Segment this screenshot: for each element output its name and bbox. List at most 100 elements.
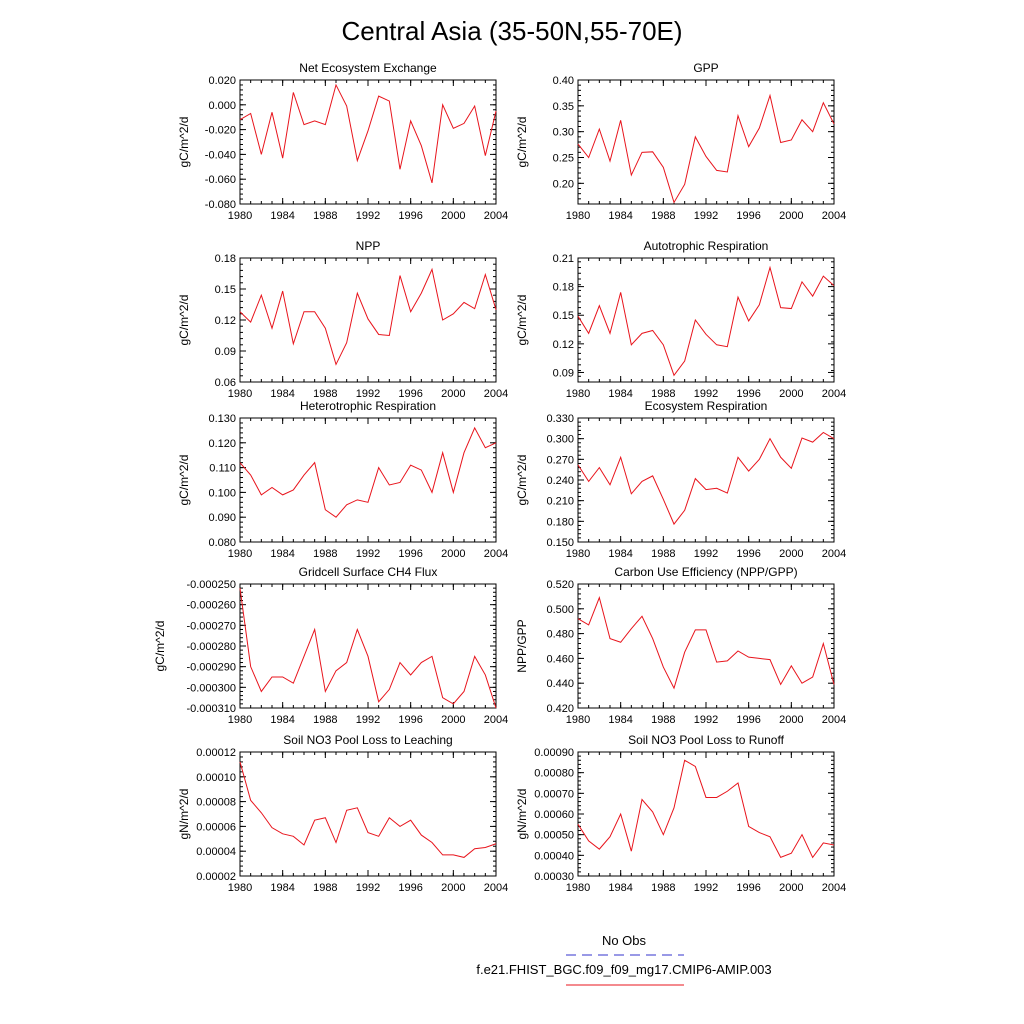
x-tick-label: 2004 xyxy=(822,714,846,726)
x-tick-label: 1980 xyxy=(228,548,252,560)
x-tick-label: 2004 xyxy=(484,210,508,222)
y-tick-label: 0.12 xyxy=(553,339,574,351)
series-line xyxy=(239,426,497,518)
plot-frame xyxy=(239,257,497,383)
x-tick-label: 1980 xyxy=(566,714,590,726)
x-tick-label: 1988 xyxy=(313,548,337,560)
x-tick-label: 1996 xyxy=(736,548,760,560)
x-tick-label: 1988 xyxy=(313,714,337,726)
y-tick-label: 0.130 xyxy=(208,413,236,425)
chart-panel: Ecosystem Respiration 1980 1984 1988 1992 199… xyxy=(515,399,846,560)
y-tick-label: 0.15 xyxy=(215,284,236,296)
plot-frame xyxy=(239,79,497,205)
y-tick-label: 0.09 xyxy=(553,367,574,379)
y-tick-label: 0.500 xyxy=(546,604,574,616)
x-tick-label: 2004 xyxy=(484,714,508,726)
chart-panel: Heterotrophic Respiration 1980 1984 1988 199… xyxy=(177,399,508,560)
legend-entry-label-no-obs: No Obs xyxy=(602,933,647,948)
x-tick-label: 1988 xyxy=(651,388,675,400)
x-tick-label: 1996 xyxy=(736,882,760,894)
y-tick-label: 0.420 xyxy=(546,703,574,715)
x-tick-label: 2004 xyxy=(822,548,846,560)
chart-title: Net Ecosystem Exchange xyxy=(299,61,437,75)
y-tick-label: -0.000270 xyxy=(186,620,236,632)
y-tick-label: 0.06 xyxy=(215,377,236,389)
y-tick-label: 0.00006 xyxy=(196,821,236,833)
y-tick-label: 0.00070 xyxy=(534,788,574,800)
y-tick-label: 0.080 xyxy=(208,537,236,549)
chart-panel: NPP 1980 1984 1988 1992 1996 2000 2004 0.06 0.09 0… xyxy=(177,239,508,400)
x-tick-label: 1988 xyxy=(313,882,337,894)
y-axis-label: gC/m^2/d xyxy=(177,117,191,168)
chart-title: GPP xyxy=(693,61,718,75)
y-tick-label: -0.000290 xyxy=(186,662,236,674)
plot-frame xyxy=(239,583,497,709)
y-tick-label: -0.000260 xyxy=(186,600,236,612)
y-tick-label: 0.330 xyxy=(546,413,574,425)
x-tick-label: 1988 xyxy=(651,714,675,726)
chart-title: Soil NO3 Pool Loss to Runoff xyxy=(628,733,785,747)
x-tick-label: 1988 xyxy=(651,882,675,894)
y-tick-label: 0.30 xyxy=(553,127,574,139)
series-line xyxy=(577,759,835,859)
y-axis-label: gC/m^2/d xyxy=(177,295,191,346)
x-tick-label: 2000 xyxy=(441,548,465,560)
x-tick-label: 1996 xyxy=(736,388,760,400)
y-tick-label: 0.520 xyxy=(546,579,574,591)
plot-frame xyxy=(239,417,497,543)
y-tick-label: -0.040 xyxy=(205,149,236,161)
series-line xyxy=(239,83,497,184)
x-tick-label: 1984 xyxy=(608,882,632,894)
y-axis-label: gN/m^2/d xyxy=(177,789,191,840)
x-tick-label: 1984 xyxy=(608,388,632,400)
x-tick-label: 2004 xyxy=(822,210,846,222)
x-tick-label: 1980 xyxy=(566,210,590,222)
x-tick-label: 1996 xyxy=(736,210,760,222)
y-tick-label: 0.18 xyxy=(215,253,236,265)
y-tick-label: 0.00090 xyxy=(534,747,574,759)
chart-title: Heterotrophic Respiration xyxy=(300,399,436,413)
x-tick-label: 2000 xyxy=(441,388,465,400)
x-tick-label: 2000 xyxy=(441,714,465,726)
y-tick-label: 0.460 xyxy=(546,653,574,665)
y-tick-label: 0.300 xyxy=(546,434,574,446)
x-tick-label: 2000 xyxy=(779,210,803,222)
chart-panel: Soil NO3 Pool Loss to Runoff 1980 1984 1988… xyxy=(515,733,846,894)
y-axis-label: NPP/GPP xyxy=(515,619,529,672)
x-tick-label: 1980 xyxy=(228,388,252,400)
x-tick-label: 1992 xyxy=(356,388,380,400)
y-tick-label: 0.090 xyxy=(208,512,236,524)
panel-grid: Net Ecosystem Exchange 1980 1984 1988 1992 19… xyxy=(153,61,846,894)
plot-frame xyxy=(577,417,835,543)
chart-title: Soil NO3 Pool Loss to Leaching xyxy=(283,733,452,747)
x-tick-label: 1988 xyxy=(313,388,337,400)
chart-panel: Net Ecosystem Exchange 1980 1984 1988 1992 19… xyxy=(177,61,508,222)
y-axis-label: gC/m^2/d xyxy=(515,295,529,346)
x-tick-label: 1992 xyxy=(694,548,718,560)
x-tick-label: 1984 xyxy=(270,210,294,222)
series-line xyxy=(577,93,835,204)
chart-panel: Carbon Use Efficiency (NPP/GPP) 1980 1984 1… xyxy=(515,565,846,726)
x-tick-label: 2004 xyxy=(822,388,846,400)
plot-frame xyxy=(577,257,835,383)
x-tick-label: 1980 xyxy=(566,882,590,894)
plot-frame xyxy=(239,751,497,877)
y-tick-label: 0.100 xyxy=(208,487,236,499)
chart-panel: Autotrophic Respiration 1980 1984 1988 1992 1… xyxy=(515,239,846,400)
chart-panel: GPP 1980 1984 1988 1992 1996 2000 2004 0.20 0.25 0… xyxy=(515,61,846,222)
y-tick-label: 0.00050 xyxy=(534,830,574,842)
y-tick-label: 0.00060 xyxy=(534,809,574,821)
x-tick-label: 1984 xyxy=(270,388,294,400)
x-tick-label: 2004 xyxy=(822,882,846,894)
x-tick-label: 1992 xyxy=(694,210,718,222)
x-tick-label: 1996 xyxy=(398,714,422,726)
y-tick-label: 0.18 xyxy=(553,282,574,294)
x-tick-label: 1980 xyxy=(566,548,590,560)
x-tick-label: 1996 xyxy=(398,388,422,400)
y-tick-label: 0.440 xyxy=(546,678,574,690)
y-tick-label: 0.21 xyxy=(553,253,574,265)
x-tick-label: 1996 xyxy=(398,210,422,222)
x-tick-label: 2000 xyxy=(779,882,803,894)
series-line xyxy=(577,431,835,526)
